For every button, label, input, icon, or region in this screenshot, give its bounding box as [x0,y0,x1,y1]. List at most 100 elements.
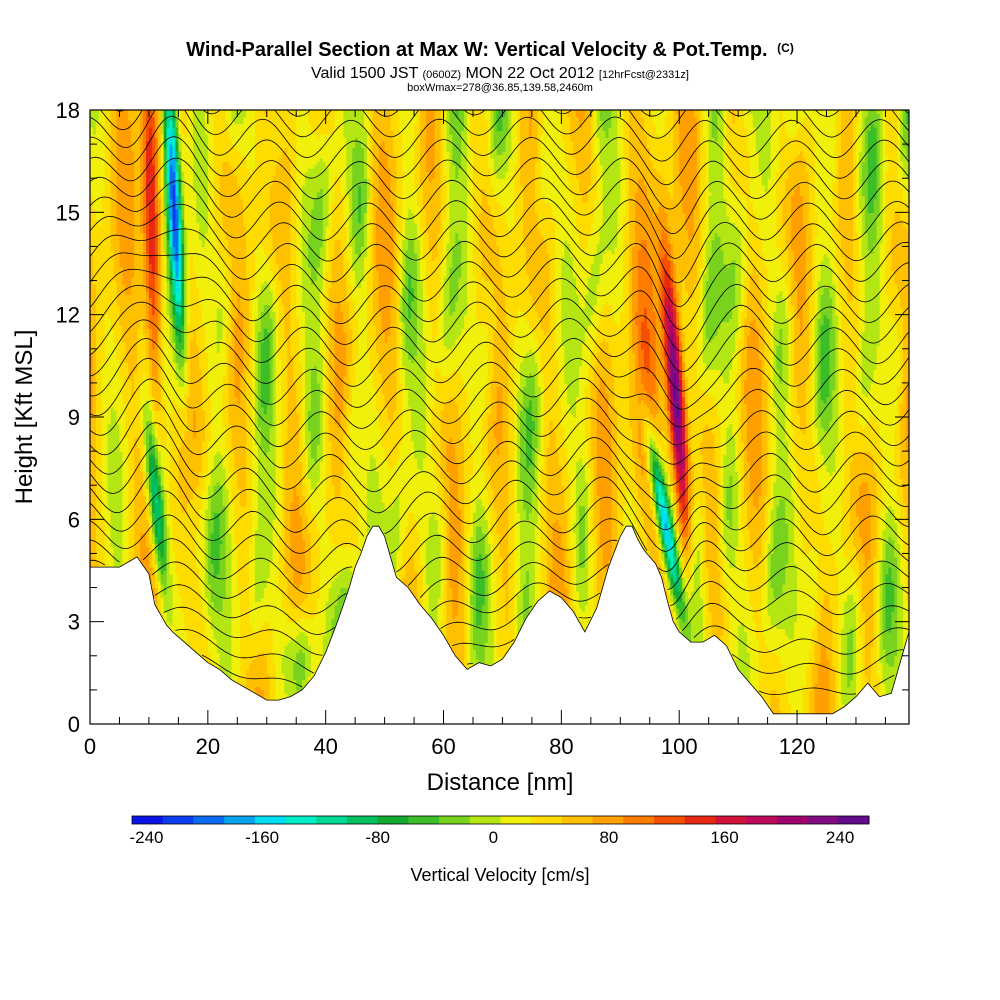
velocity-cell [145,379,150,401]
velocity-cell [411,212,415,241]
velocity-cell [817,481,822,623]
velocity-cell [319,355,324,462]
velocity-cell [832,471,836,555]
velocity-cell [649,273,654,401]
velocity-cell [166,110,171,128]
velocity-cell [573,417,577,524]
velocity-cell [702,580,707,643]
velocity-cell [302,185,306,312]
velocity-cell [655,519,660,527]
velocity-cell [746,529,751,589]
velocity-cell [378,372,383,428]
velocity-cell [201,246,206,326]
velocity-cell [487,167,492,207]
velocity-cell [593,304,598,340]
velocity-cell [652,427,657,435]
velocity-cell [664,556,669,565]
velocity-cell [667,260,671,275]
velocity-cell [402,577,406,585]
velocity-cell [310,208,315,285]
velocity-cell [581,341,586,466]
velocity-cell [375,208,380,271]
velocity-cell [331,543,336,582]
velocity-cell [328,287,333,442]
velocity-cell [632,110,636,248]
velocity-cell [664,505,669,514]
velocity-cell [676,464,680,473]
velocity-cell [770,689,775,715]
velocity-cell [140,382,144,428]
velocity-cell [399,444,403,565]
velocity-cell [278,157,283,282]
velocity-cell [811,550,816,630]
velocity-cell [284,614,288,647]
velocity-cell [623,110,627,162]
velocity-cell [543,110,548,203]
velocity-cell [163,447,168,493]
velocity-cell [576,116,580,179]
velocity-cell [151,314,156,350]
velocity-cell [682,410,686,428]
velocity-cell [534,212,539,312]
velocity-cell [676,563,680,575]
velocity-cell [673,529,677,537]
velocity-cell [166,127,171,183]
velocity-cell [667,522,671,531]
velocity-cell [876,423,881,561]
colorbar-swatch [193,816,225,824]
velocity-cell [349,570,353,585]
velocity-cell [682,587,686,602]
velocity-cell [711,137,716,241]
velocity-cell [104,314,109,565]
velocity-cell [204,110,209,135]
velocity-cell [257,427,262,602]
velocity-cell [92,133,97,210]
velocity-cell [850,532,854,568]
velocity-cell [776,246,780,295]
velocity-cell [349,413,353,490]
velocity-cell [154,423,159,439]
velocity-cell [216,512,221,575]
velocity-cell [752,110,757,128]
velocity-cell [240,123,244,155]
velocity-cell [791,249,795,306]
velocity-cell [234,123,238,149]
velocity-cell [667,512,671,517]
velocity-cell [225,328,230,452]
velocity-cell [752,318,757,507]
velocity-cell [688,239,692,299]
velocity-cell [237,150,241,186]
colorbar-swatch [500,816,532,824]
velocity-cell [90,195,94,254]
velocity-cell [679,355,683,370]
velocity-cell [682,601,686,623]
velocity-cell [800,195,804,336]
velocity-cell [785,178,789,251]
velocity-cell [390,505,395,565]
velocity-cell [729,318,733,370]
velocity-cell [906,601,909,640]
velocity-cell [207,485,212,520]
velocity-cell [437,297,442,370]
velocity-cell [835,266,839,316]
velocity-cell [847,110,851,302]
velocity-cell [240,505,244,688]
velocity-cell [693,110,698,118]
velocity-cell [151,567,156,589]
colorbar-label: Vertical Velocity [cm/s] [410,865,589,885]
velocity-cell [470,110,474,149]
velocity-cell [643,239,648,309]
velocity-cell [596,590,601,606]
velocity-cell [646,406,651,418]
velocity-cell [741,621,745,677]
velocity-cell [682,495,686,510]
velocity-cell [446,243,451,350]
velocity-cell [375,352,380,411]
velocity-cell [428,321,433,517]
velocity-cell [652,417,657,428]
velocity-cell [679,543,683,555]
velocity-cell [620,311,624,537]
velocity-cell [820,260,825,295]
velocity-cell [246,669,250,691]
velocity-cell [346,110,350,196]
